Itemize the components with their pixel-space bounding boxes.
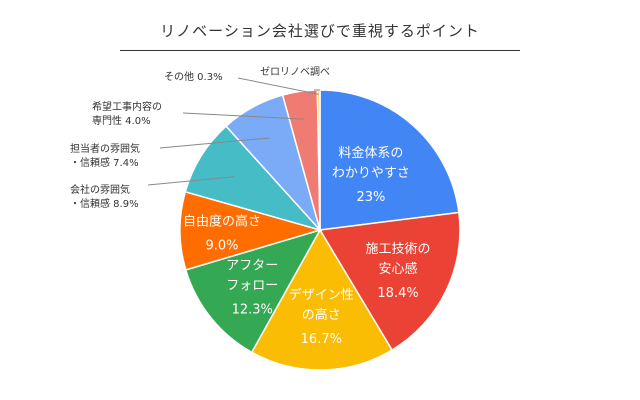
chart-title: リノベーション会社選びで重視するポイント bbox=[160, 22, 480, 40]
slice-label: ・信頼感 8.9% bbox=[70, 197, 139, 210]
slice-value-label: 18.4% bbox=[377, 286, 418, 301]
pie-slice bbox=[250, 228, 394, 371]
title-underline bbox=[120, 50, 520, 51]
pie-slices bbox=[179, 89, 461, 371]
leader-line bbox=[159, 137, 270, 149]
slice-label: フォロー bbox=[226, 278, 278, 293]
slice-value-label: 9.0% bbox=[205, 239, 238, 254]
slice-value-label: 12.3% bbox=[232, 302, 273, 317]
slice-label: 料金体系の bbox=[338, 145, 403, 161]
leader-line bbox=[182, 112, 304, 120]
slice-label: 施工技術の bbox=[366, 242, 431, 257]
slice-label: デザイン性 bbox=[289, 287, 354, 303]
slice-label: 安心感 bbox=[379, 261, 418, 277]
slice-label: 専門性 4.0% bbox=[92, 114, 151, 127]
slice-label: その他 0.3% bbox=[164, 70, 223, 83]
slice-value-label: 16.7% bbox=[301, 332, 342, 347]
leader-line bbox=[237, 77, 319, 95]
slice-label: ・信頼感 7.4% bbox=[70, 156, 139, 169]
slice-label: 希望工事内容の bbox=[92, 100, 162, 113]
leader-lines bbox=[147, 77, 320, 186]
slice-label: の高さ bbox=[302, 307, 341, 323]
slice-label: ゼロリノベ調べ bbox=[260, 65, 330, 78]
pie-slice bbox=[179, 190, 323, 271]
leader-line bbox=[147, 176, 235, 186]
slice-label: 担当者の雰囲気 bbox=[70, 142, 140, 155]
slice-value-label: 23% bbox=[356, 190, 385, 205]
slice-label: わかりやすさ bbox=[332, 166, 410, 181]
slice-label: 自由度の高さ bbox=[183, 214, 261, 230]
slice-label: アフター bbox=[226, 258, 278, 273]
pie-slice bbox=[318, 211, 461, 352]
slice-label: 会社の雰囲気 bbox=[70, 183, 130, 196]
pie-slice bbox=[319, 89, 460, 231]
